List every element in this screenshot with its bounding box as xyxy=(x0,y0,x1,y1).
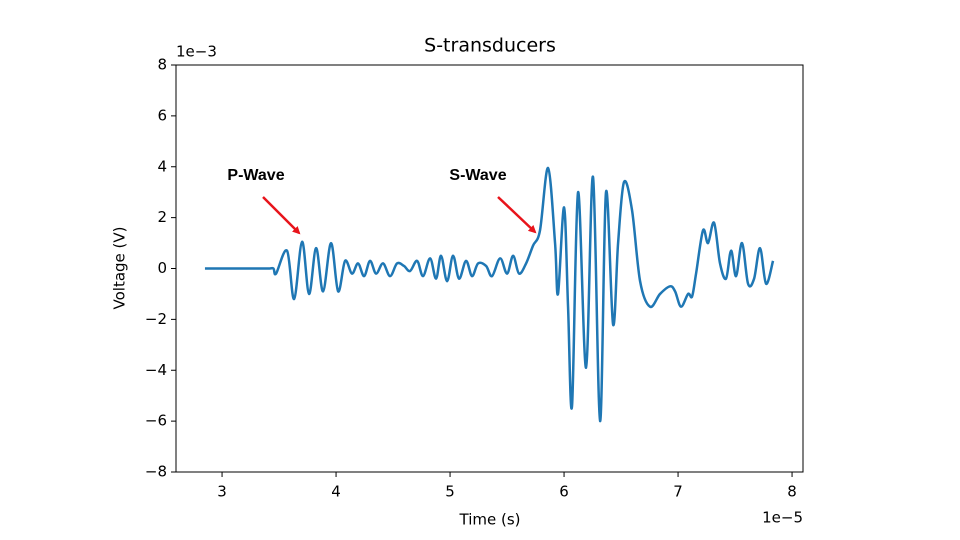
y-tick-label: −8 xyxy=(145,463,167,481)
y-tick-label: −4 xyxy=(145,361,167,379)
annotation-text: P-Wave xyxy=(227,167,284,184)
y-tick-label: 4 xyxy=(157,157,167,175)
y-tick-label: 8 xyxy=(157,56,167,74)
plot-frame xyxy=(175,64,804,473)
y-axis-label: Voltage (V) xyxy=(111,227,129,310)
x-tick-label: 5 xyxy=(445,483,455,501)
y-tick-label: −6 xyxy=(145,412,167,430)
data-line xyxy=(204,166,775,423)
x-tick-label: 6 xyxy=(559,483,569,501)
x-offset-label: 1e−5 xyxy=(762,509,803,527)
chart-title: S-transducers xyxy=(424,35,556,57)
x-tick-label: 8 xyxy=(787,483,797,501)
y-offset-label: 1e−3 xyxy=(176,43,217,61)
x-axis-label: Time (s) xyxy=(459,511,521,529)
y-tick-label: 0 xyxy=(157,259,167,277)
annotation-text: S-Wave xyxy=(449,167,506,184)
x-tick-label: 4 xyxy=(331,483,341,501)
x-tick-label: 7 xyxy=(673,483,683,501)
x-tick-label: 3 xyxy=(217,483,227,501)
y-tick-label: −2 xyxy=(145,310,167,328)
y-tick-label: 2 xyxy=(157,208,167,226)
annotation-arrow xyxy=(262,196,301,235)
y-tick-label: 6 xyxy=(157,106,167,124)
annotation-arrow xyxy=(497,196,537,234)
